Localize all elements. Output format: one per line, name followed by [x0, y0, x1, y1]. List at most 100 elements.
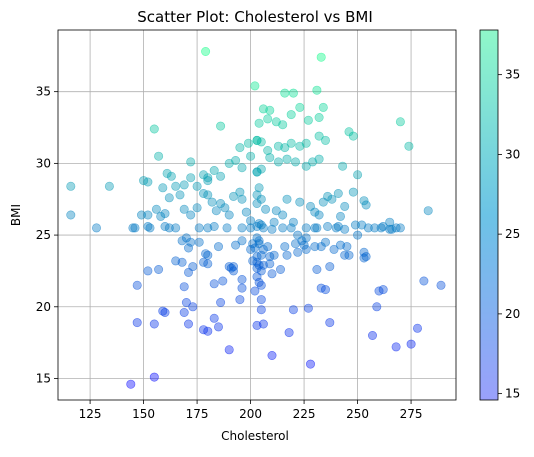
data-point	[314, 131, 324, 141]
data-point	[374, 286, 384, 296]
data-point	[143, 210, 153, 220]
data-point	[301, 161, 311, 171]
data-point	[177, 257, 187, 267]
data-point	[154, 264, 164, 274]
data-point	[256, 194, 266, 204]
data-point	[181, 297, 191, 307]
data-point	[171, 181, 181, 191]
data-point	[237, 283, 247, 293]
plot-area: 125 150 175 200 225 250 275 15 20 25 30 35	[36, 29, 457, 421]
data-point	[372, 302, 382, 312]
data-point	[385, 217, 395, 227]
data-point	[252, 135, 262, 145]
data-point	[282, 154, 292, 164]
data-point	[314, 113, 324, 123]
data-point	[188, 302, 198, 312]
data-point	[237, 236, 247, 246]
data-point	[271, 206, 281, 216]
data-point	[340, 201, 350, 211]
data-point	[312, 223, 322, 233]
data-point	[288, 217, 298, 227]
data-point	[265, 259, 275, 269]
data-point	[203, 173, 213, 183]
y-tick-label: 35	[36, 85, 51, 99]
data-point	[325, 318, 335, 328]
data-point	[166, 171, 176, 181]
data-point	[229, 191, 239, 201]
data-point	[192, 203, 202, 213]
y-axis-ticks: 15 20 25 30 35	[36, 85, 58, 385]
data-point	[145, 223, 155, 233]
data-point	[312, 85, 322, 95]
data-point	[216, 297, 226, 307]
data-point	[269, 217, 279, 227]
data-point	[261, 204, 271, 214]
data-point	[350, 220, 360, 230]
data-point	[160, 307, 170, 317]
data-point	[246, 151, 256, 161]
data-point	[246, 216, 256, 226]
data-point	[241, 207, 251, 217]
data-point	[286, 223, 296, 233]
data-point	[143, 266, 153, 276]
data-point	[184, 319, 194, 329]
data-point	[256, 295, 266, 305]
data-point	[282, 194, 292, 204]
data-point	[199, 257, 209, 267]
data-point	[184, 243, 194, 253]
data-point	[278, 223, 288, 233]
colorbar: 15 20 25 30 35	[479, 29, 520, 401]
data-point	[224, 345, 234, 355]
data-point	[254, 277, 264, 287]
data-point	[237, 163, 247, 173]
data-point	[171, 223, 181, 233]
data-point	[203, 176, 213, 186]
data-point	[280, 143, 290, 153]
data-point	[226, 263, 236, 273]
x-tick-label: 200	[239, 407, 262, 421]
data-point	[288, 305, 298, 315]
colorbar-ticks: 15 20 25 30 35	[498, 68, 520, 401]
data-point	[209, 279, 219, 289]
data-point	[186, 210, 196, 220]
data-point	[164, 223, 174, 233]
data-point	[278, 120, 288, 130]
data-point	[256, 305, 266, 315]
data-point	[263, 146, 273, 156]
x-tick-label: 250	[346, 407, 369, 421]
data-point	[192, 181, 202, 191]
data-point	[216, 199, 226, 209]
data-point	[312, 264, 322, 274]
data-point	[436, 280, 446, 290]
data-point	[209, 166, 219, 176]
data-point	[203, 326, 213, 336]
data-point	[179, 204, 189, 214]
data-point	[216, 121, 226, 131]
data-point	[265, 105, 275, 115]
data-point	[254, 260, 264, 270]
data-point	[320, 237, 330, 247]
data-point	[250, 81, 260, 91]
data-point	[175, 190, 185, 200]
chart-title: Scatter Plot: Cholesterol vs BMI	[137, 8, 373, 26]
data-point	[181, 233, 191, 243]
data-point	[179, 180, 189, 190]
data-point	[348, 187, 358, 197]
data-point	[164, 193, 174, 203]
y-tick-label: 25	[36, 228, 51, 242]
data-point	[333, 222, 343, 232]
y-tick-label: 30	[36, 156, 51, 170]
data-point	[423, 206, 433, 216]
data-point	[269, 250, 279, 260]
data-point	[280, 88, 290, 98]
data-point	[143, 177, 153, 187]
data-point	[273, 157, 283, 167]
data-point	[256, 220, 266, 230]
data-point	[231, 240, 241, 250]
data-point	[282, 250, 292, 260]
data-point	[305, 359, 315, 369]
data-point	[310, 223, 320, 233]
data-point	[243, 138, 253, 148]
data-point	[275, 264, 285, 274]
